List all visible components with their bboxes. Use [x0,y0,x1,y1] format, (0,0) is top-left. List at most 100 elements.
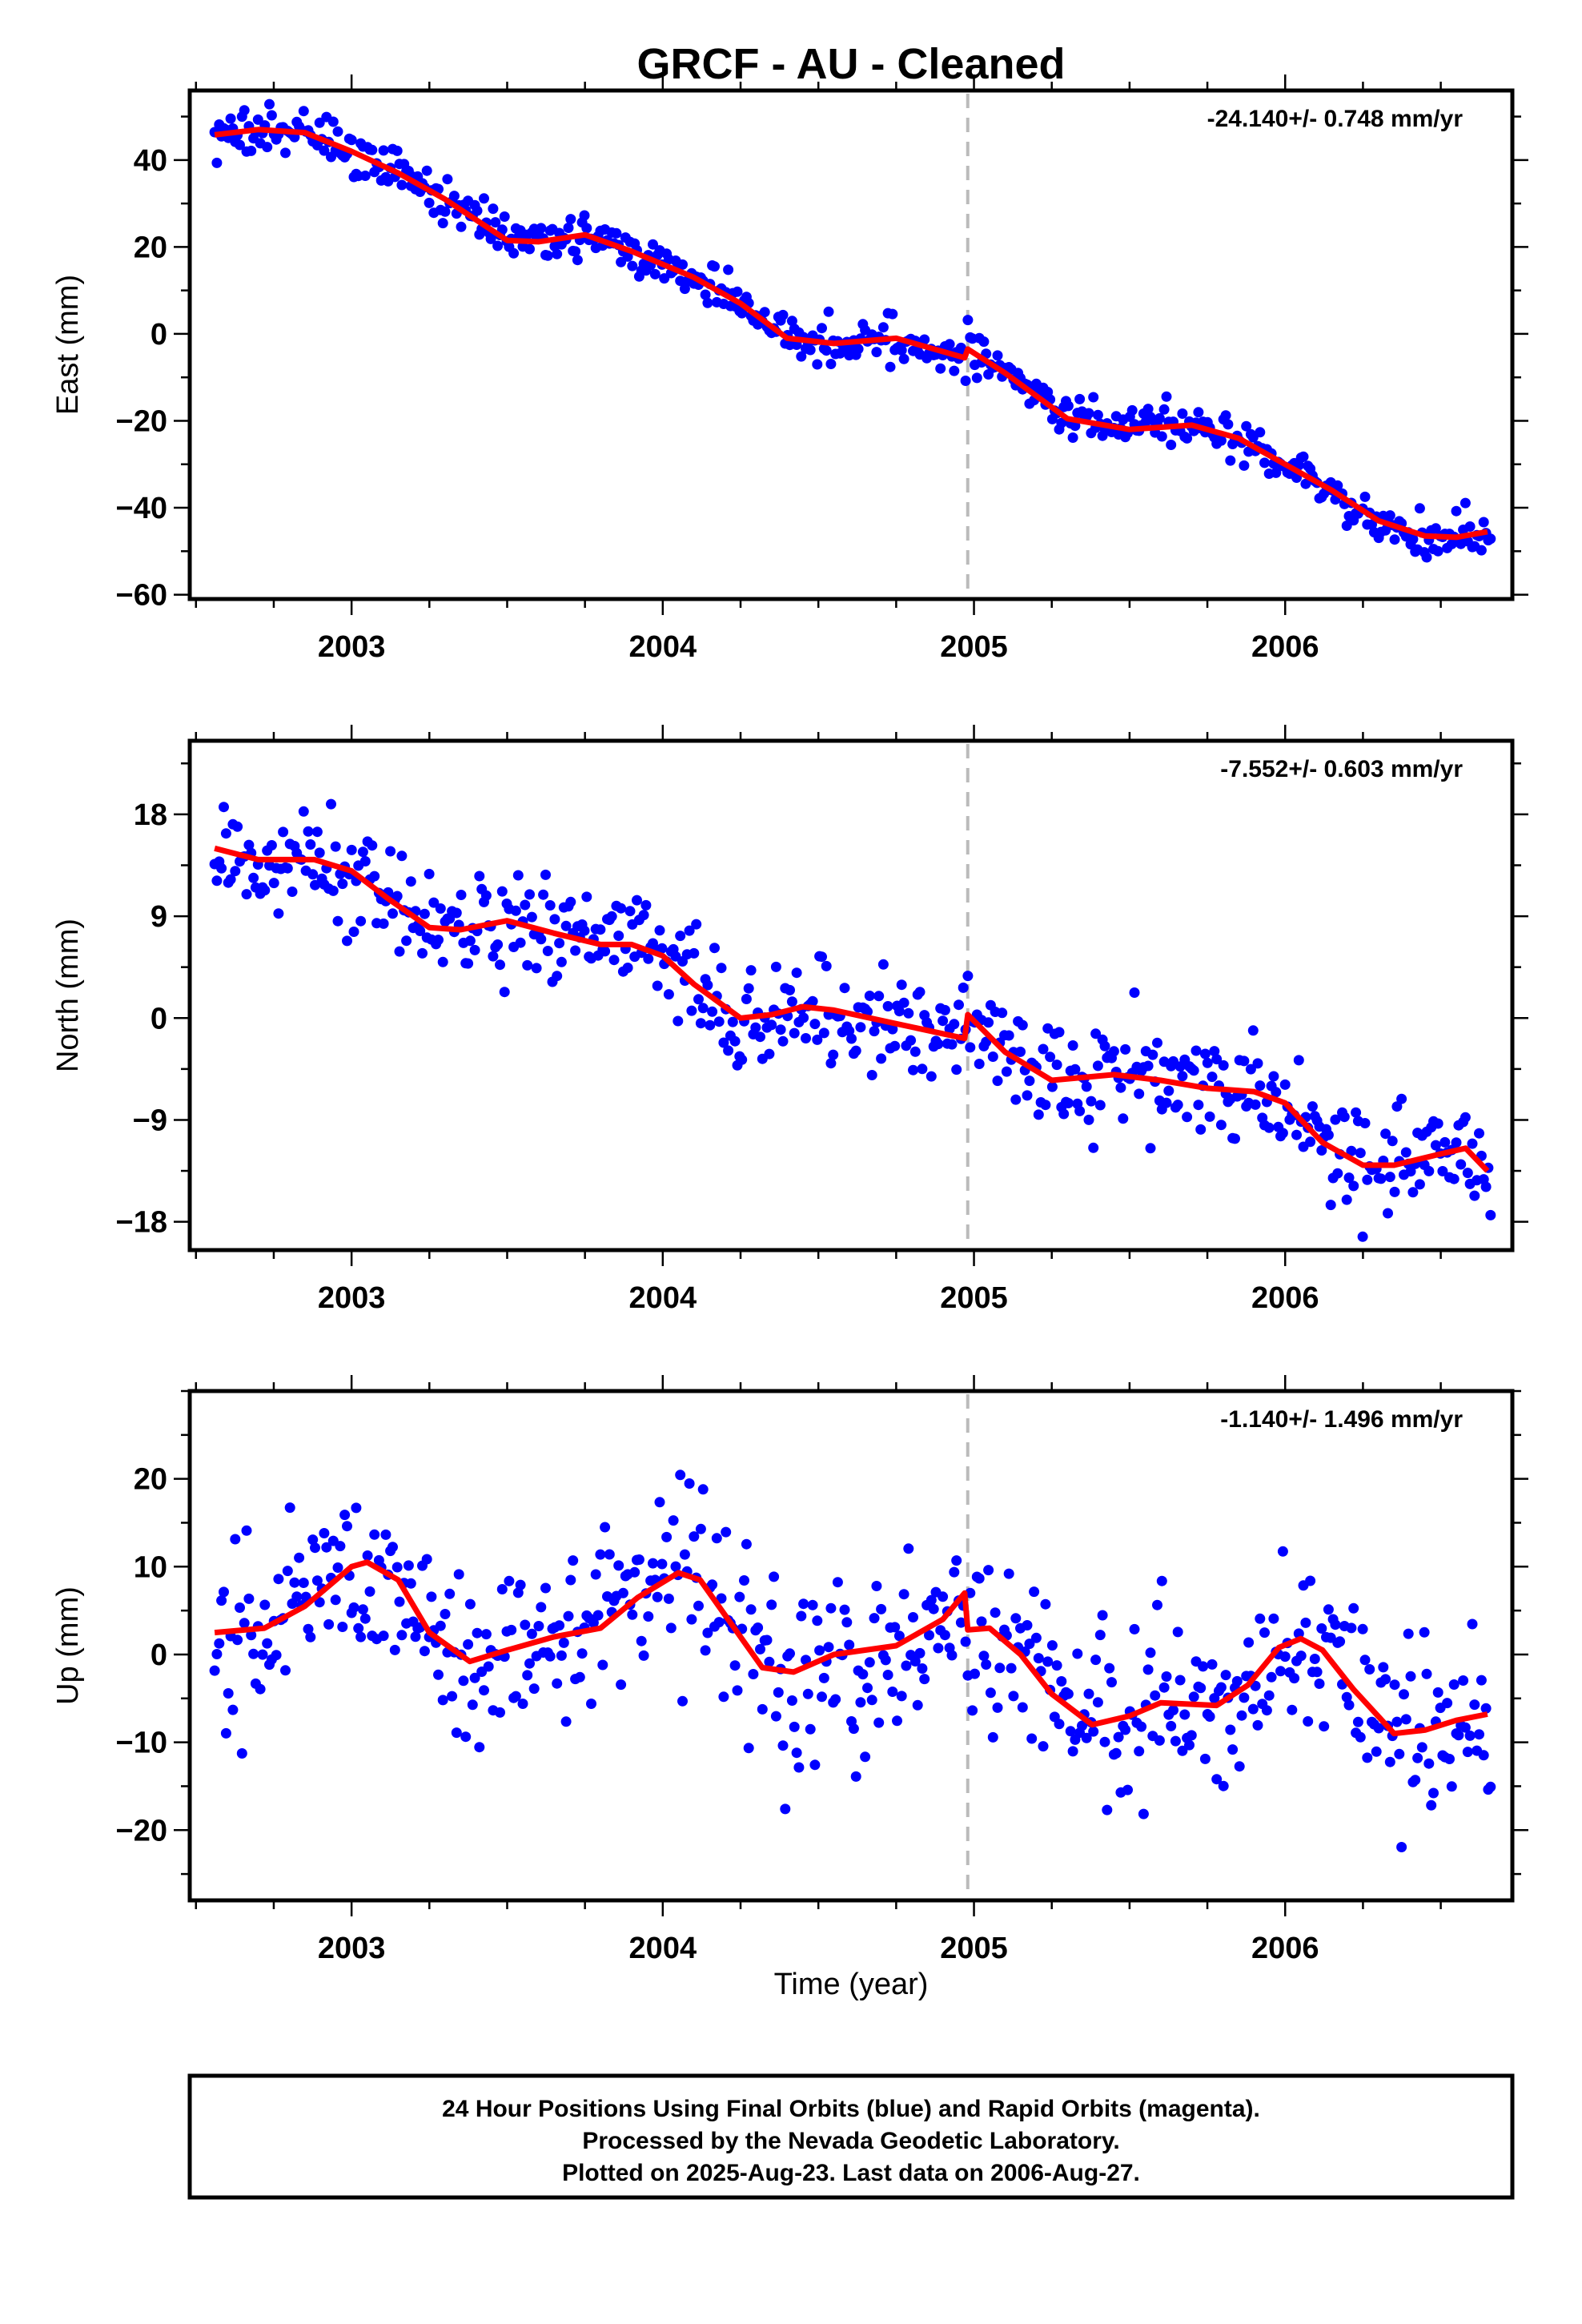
up-data-point [479,1685,489,1696]
north-data-point [1092,1060,1103,1072]
north-y-tick-label: 18 [134,798,167,832]
up-data-point [298,1578,309,1588]
east-data-point [1225,455,1236,466]
north-data-point [1423,1165,1435,1176]
up-data-point [1261,1705,1272,1716]
up-data-point [1177,1745,1188,1756]
east-y-tick-label: −60 [116,579,167,613]
north-data-point [560,920,572,931]
up-data-point [739,1575,749,1586]
up-data-point [528,1683,540,1695]
up-data-point [636,1635,647,1647]
north-data-point [818,1027,829,1039]
up-data-point [638,1650,649,1661]
north-data-point [1462,1168,1473,1179]
east-data-point [962,315,974,326]
north-data-point [723,1045,734,1056]
north-data-point [1115,1082,1126,1093]
up-data-point [1136,1721,1147,1732]
east-data-point [298,106,309,117]
up-data-point [753,1622,764,1633]
up-data-point [1410,1775,1421,1786]
up-data-point [1094,1630,1106,1641]
up-data-point [839,1604,850,1615]
north-data-point [515,937,526,948]
north-data-point [1362,1174,1373,1185]
up-data-point [369,1529,380,1540]
up-data-point [743,1743,754,1754]
up-data-point [391,1562,403,1573]
north-data-point [391,891,403,902]
north-data-point [1193,1100,1204,1111]
north-data-point [1182,1112,1193,1123]
up-data-point [1371,1746,1382,1757]
north-data-point [531,963,542,974]
up-data-point [1188,1691,1199,1703]
up-data-point [1287,1704,1298,1715]
up-data-point [1421,1668,1432,1679]
north-data-point [743,983,754,994]
north-data-point [225,874,236,885]
north-data-point [1250,1099,1261,1110]
up-x-tick-label: 2004 [629,1932,697,1965]
north-data-point [1245,1063,1256,1075]
north-data-point [1437,1166,1448,1176]
north-data-point [1439,1136,1451,1148]
north-data-point [741,994,752,1004]
up-data-point [1319,1721,1330,1732]
up-data-point [1263,1690,1275,1701]
north-data-point [789,1027,800,1039]
up-data-point [1444,1754,1455,1764]
up-data-point [330,1594,341,1606]
up-data-point [332,1562,343,1573]
up-data-point [766,1599,777,1610]
north-data-point [864,991,875,1001]
up-data-point [403,1560,414,1571]
up-data-point [770,1711,781,1722]
east-data-point [421,165,432,176]
up-data-point [1040,1598,1051,1610]
north-data-point [520,899,531,911]
up-data-point [985,1687,996,1699]
north-x-tick-label: 2003 [318,1281,386,1315]
east-data-point [1359,491,1371,502]
north-data-point [1108,1046,1119,1057]
up-data-point [1081,1732,1092,1743]
up-data-point [504,1575,515,1586]
up-data-point [1166,1720,1177,1731]
east-data-point [359,171,371,181]
north-data-point [632,895,642,906]
up-data-point [1156,1575,1167,1586]
footer-box: 24 Hour Positions Using Final Orbits (bl… [187,2073,1515,2200]
east-data-point [898,353,909,364]
up-data-point [1464,1730,1476,1741]
north-data-point [643,953,654,964]
up-data-point [223,1688,234,1699]
up-data-point [974,1573,985,1584]
up-data-point [1038,1741,1049,1752]
up-data-point [789,1721,800,1732]
north-data-point [1033,1109,1044,1120]
north-data-point [987,1051,998,1062]
north-data-point [896,979,907,991]
north-data-point [1255,1080,1266,1092]
up-y-axis-title: Up (mm) [51,1586,85,1705]
up-data-point [755,1643,765,1655]
up-data-point [832,1577,843,1588]
north-data-point [1268,1071,1279,1082]
north-data-point [1448,1173,1460,1184]
east-data-point [944,339,955,350]
up-data-point [1142,1664,1154,1675]
up-data-point [310,1542,320,1554]
footer-line-1: 24 Hour Positions Using Final Orbits (bl… [442,2096,1260,2122]
north-data-point [266,840,277,850]
east-y-axis-title: East (mm) [51,275,85,415]
up-data-point [716,1593,727,1604]
north-data-point [396,850,408,862]
north-data-point [287,887,298,897]
north-data-point [825,1058,837,1069]
up-data-point [460,1731,472,1743]
north-data-point [216,862,227,874]
east-data-point [812,359,823,370]
north-x-tick-label: 2005 [940,1281,1008,1315]
